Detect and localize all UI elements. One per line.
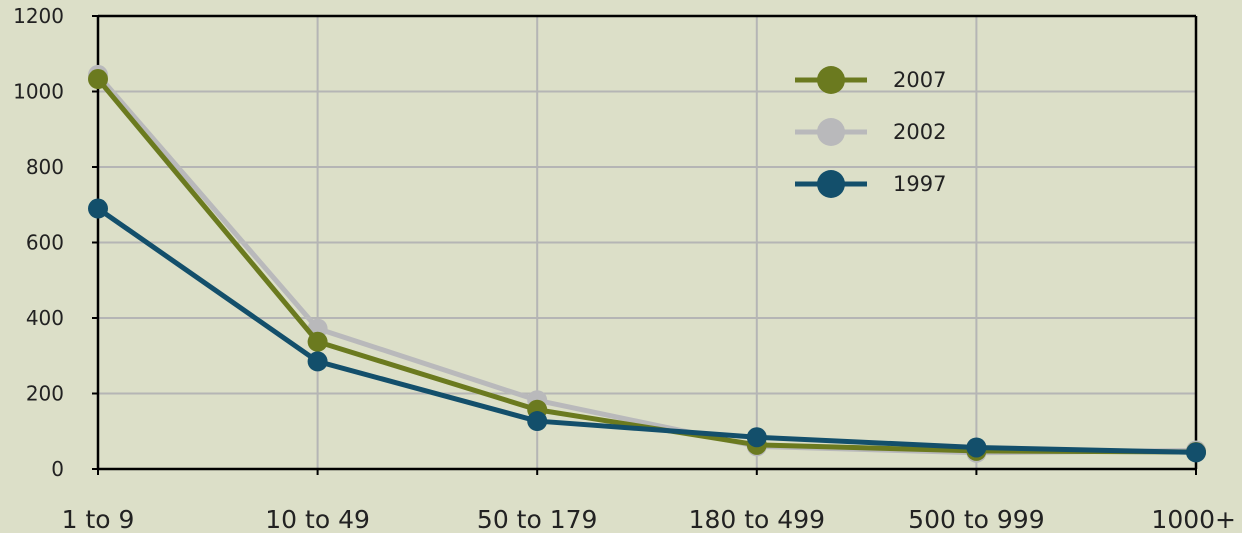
series-lines xyxy=(88,64,1206,463)
gridlines xyxy=(92,15,1197,470)
series-line-2002 xyxy=(95,72,1199,456)
x-tick-label: 10 to 49 xyxy=(265,505,370,533)
legend-label: 2007 xyxy=(893,68,946,92)
x-tick-label: 1 to 9 xyxy=(62,505,135,533)
legend-marker xyxy=(817,170,845,198)
series-2007 xyxy=(88,69,1206,463)
series-1997 xyxy=(88,198,1206,463)
legend-label: 1997 xyxy=(893,172,946,196)
y-tick-label: 1000 xyxy=(13,80,64,104)
legend-item-1997: 1997 xyxy=(795,170,946,198)
y-tick-label: 200 xyxy=(26,382,64,406)
x-tick-labels: 1 to 9 10 to 49 50 to 179 180 to 499 500 to … xyxy=(62,505,1236,533)
data-point xyxy=(1186,442,1206,463)
legend-item-2007: 2007 xyxy=(795,66,946,94)
legend: 2007 2002 1997 xyxy=(795,66,946,198)
y-tick-label: 800 xyxy=(26,155,64,179)
series-line-1997 xyxy=(95,206,1199,455)
data-point xyxy=(88,198,108,219)
x-tick-label: 1000+ xyxy=(1151,505,1236,533)
data-point xyxy=(527,411,548,432)
legend-marker xyxy=(817,118,845,146)
y-tick-label: 0 xyxy=(51,457,64,481)
x-tick-label: 500 to 999 xyxy=(908,505,1044,533)
data-point xyxy=(746,427,767,448)
legend-marker xyxy=(817,66,845,94)
y-tick-label: 1200 xyxy=(13,4,64,28)
data-point xyxy=(307,331,328,352)
legend-item-2002: 2002 xyxy=(795,118,946,146)
legend-label: 2002 xyxy=(893,120,946,144)
data-point xyxy=(307,351,328,372)
y-tick-label: 600 xyxy=(26,231,64,255)
data-point xyxy=(966,437,987,458)
data-point xyxy=(88,69,108,90)
y-tick-labels: 0 200 400 600 800 1000 1200 xyxy=(13,4,64,481)
axes xyxy=(96,14,1198,475)
x-tick-label: 50 to 179 xyxy=(477,505,598,533)
y-tick-label: 400 xyxy=(26,306,64,330)
x-tick-label: 180 to 499 xyxy=(689,505,825,533)
